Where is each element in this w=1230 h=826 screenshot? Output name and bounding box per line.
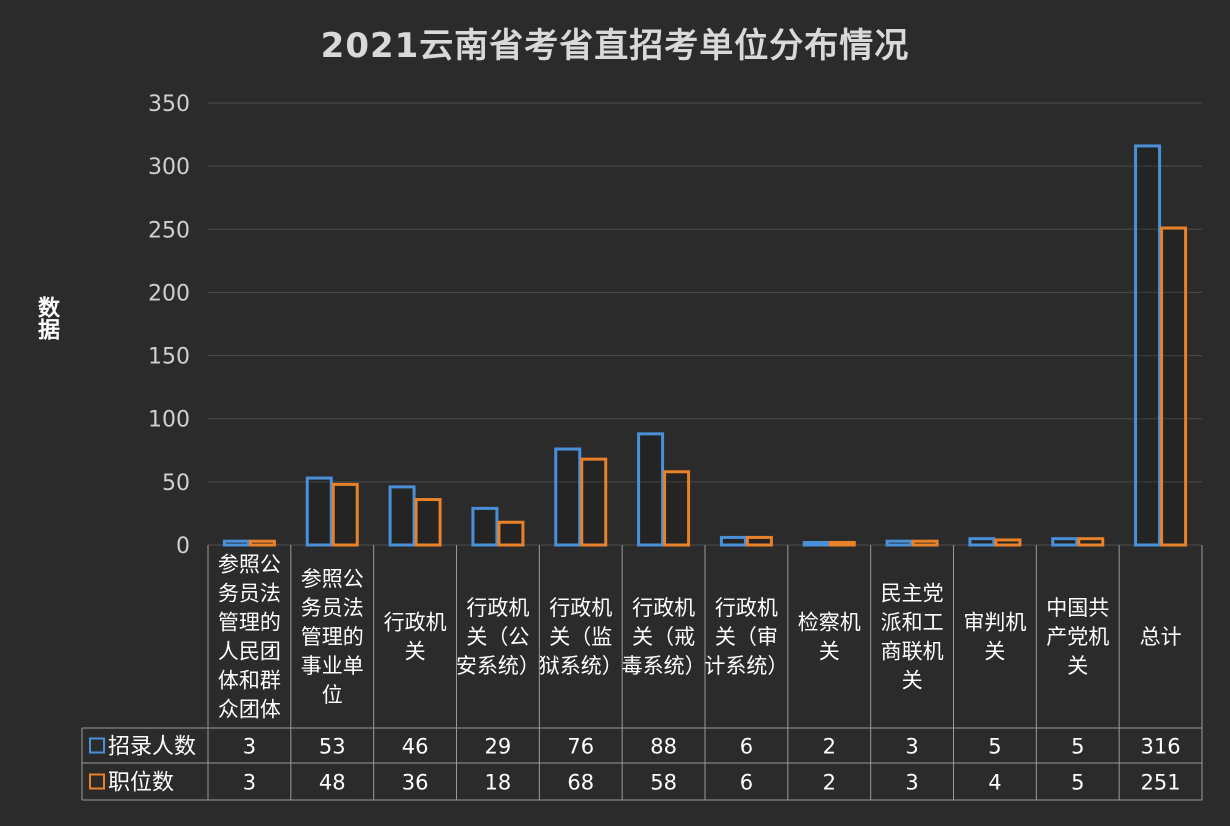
bar-positions bbox=[497, 520, 525, 547]
bar-recruits bbox=[719, 535, 747, 547]
bar-positions bbox=[828, 540, 856, 547]
bar-recruits bbox=[968, 537, 996, 547]
category-label: 检察机关 bbox=[798, 611, 861, 664]
category-label: 中国共产党机关 bbox=[1046, 596, 1109, 678]
y-tick-label: 150 bbox=[148, 345, 190, 370]
category-label: 行政机关 bbox=[384, 611, 447, 664]
data-label: 251 bbox=[1141, 771, 1181, 795]
data-label: 3 bbox=[243, 771, 256, 795]
y-tick-label: 350 bbox=[148, 92, 190, 117]
y-axis-label: 数据 bbox=[34, 296, 59, 340]
data-label: 58 bbox=[650, 771, 677, 795]
bar-positions bbox=[911, 539, 939, 547]
bar-positions bbox=[331, 482, 359, 547]
bar-positions bbox=[1077, 537, 1105, 547]
y-tick-label: 0 bbox=[176, 534, 190, 559]
data-label: 46 bbox=[402, 735, 429, 759]
bar-recruits bbox=[637, 432, 665, 547]
data-label: 29 bbox=[485, 735, 512, 759]
data-label: 68 bbox=[567, 771, 594, 795]
y-tick-label: 250 bbox=[148, 218, 190, 243]
legend-swatch bbox=[89, 737, 105, 754]
data-label: 2 bbox=[823, 771, 836, 795]
legend-swatch bbox=[89, 773, 105, 790]
legend-label: 招录人数 bbox=[108, 735, 196, 760]
y-tick-label: 50 bbox=[162, 471, 190, 496]
data-label: 88 bbox=[650, 735, 677, 759]
category-label: 总计 bbox=[1140, 625, 1182, 649]
legend-label: 职位数 bbox=[108, 771, 174, 796]
bar-recruits bbox=[222, 539, 250, 547]
bar-positions bbox=[663, 470, 691, 547]
category-label: 行政机关（戒毒系统） bbox=[622, 596, 706, 678]
bar-recruits bbox=[554, 447, 582, 547]
y-tick-label: 100 bbox=[148, 408, 190, 433]
data-label: 4 bbox=[988, 771, 1001, 795]
data-label: 5 bbox=[988, 735, 1001, 759]
data-label: 3 bbox=[243, 735, 256, 759]
data-label: 48 bbox=[319, 771, 346, 795]
data-label: 5 bbox=[1071, 771, 1084, 795]
bar-recruits bbox=[1051, 537, 1079, 547]
bar-positions bbox=[414, 498, 442, 547]
data-label: 3 bbox=[905, 771, 918, 795]
bar-recruits bbox=[802, 540, 830, 547]
bar-recruits bbox=[471, 506, 499, 547]
bar-positions bbox=[580, 457, 608, 547]
data-label: 316 bbox=[1141, 735, 1181, 759]
data-label: 2 bbox=[823, 735, 836, 759]
data-label: 6 bbox=[740, 771, 753, 795]
data-label: 53 bbox=[319, 735, 346, 759]
data-label: 36 bbox=[402, 771, 429, 795]
bar-recruits bbox=[885, 539, 913, 547]
data-label: 5 bbox=[1071, 735, 1084, 759]
bar-recruits bbox=[388, 485, 416, 547]
data-label: 76 bbox=[567, 735, 594, 759]
category-label: 参照公务员法管理的人民团体和群众团体 bbox=[218, 553, 281, 722]
category-label: 参照公务员法管理的事业单位 bbox=[301, 567, 364, 707]
y-tick-label: 300 bbox=[148, 155, 190, 180]
category-label: 行政机关（公安系统） bbox=[456, 596, 540, 678]
data-label: 6 bbox=[740, 735, 753, 759]
category-label: 审判机关 bbox=[963, 611, 1026, 664]
y-tick-label: 200 bbox=[148, 281, 190, 306]
chart-title: 2021云南省考省直招考单位分布情况 bbox=[320, 26, 910, 66]
bar-positions bbox=[994, 538, 1022, 547]
category-label: 行政机关（审计系统） bbox=[704, 596, 788, 678]
data-label: 18 bbox=[485, 771, 512, 795]
bar-positions bbox=[1160, 226, 1188, 547]
category-label: 民主党派和工商联机关 bbox=[881, 582, 944, 693]
bar-recruits bbox=[1134, 144, 1162, 547]
bar-positions bbox=[745, 535, 773, 547]
bar-positions bbox=[248, 539, 276, 547]
category-label: 行政机关（监狱系统） bbox=[539, 596, 623, 678]
bar-recruits bbox=[305, 476, 333, 547]
data-label: 3 bbox=[905, 735, 918, 759]
